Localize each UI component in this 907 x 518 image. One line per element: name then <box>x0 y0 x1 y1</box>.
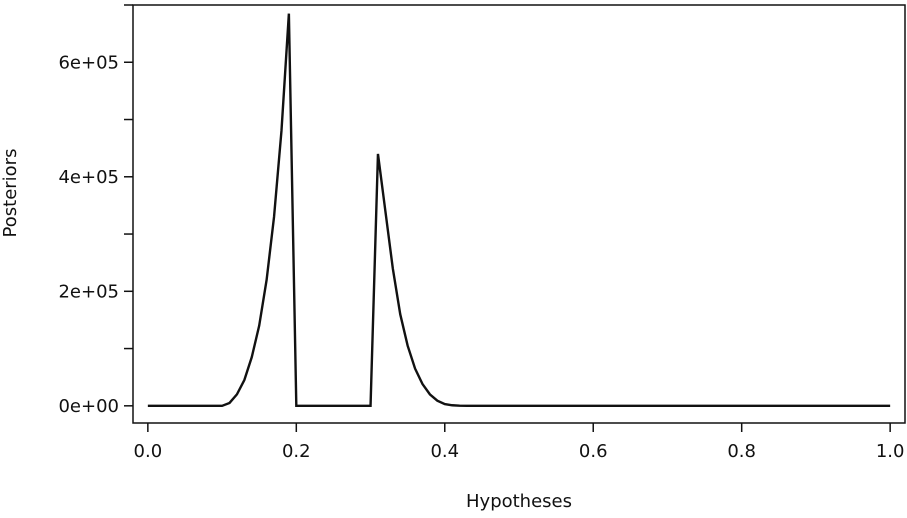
x-axis-title: Hypotheses <box>466 491 572 512</box>
x-axis: 0.0 0.2 0.4 0.6 0.8 1.0 <box>134 423 905 462</box>
y-axis: 0e+00 2e+05 4e+05 6e+05 <box>58 4 133 417</box>
y-axis-title: Posteriors <box>0 149 21 238</box>
y-tick-label: 0e+00 <box>58 396 119 417</box>
x-tick-label: 0.0 <box>134 441 163 462</box>
x-tick-label: 0.8 <box>727 441 756 462</box>
y-tick-label: 4e+05 <box>58 167 119 188</box>
x-tick-label: 0.4 <box>430 441 459 462</box>
posterior-line <box>147 13 891 408</box>
y-tick-label: 6e+05 <box>58 52 119 73</box>
x-tick-label: 1.0 <box>876 441 905 462</box>
plot-frame <box>132 4 906 424</box>
x-tick-label: 0.2 <box>282 441 311 462</box>
y-tick-label: 2e+05 <box>58 281 119 302</box>
x-tick-label: 0.6 <box>579 441 608 462</box>
